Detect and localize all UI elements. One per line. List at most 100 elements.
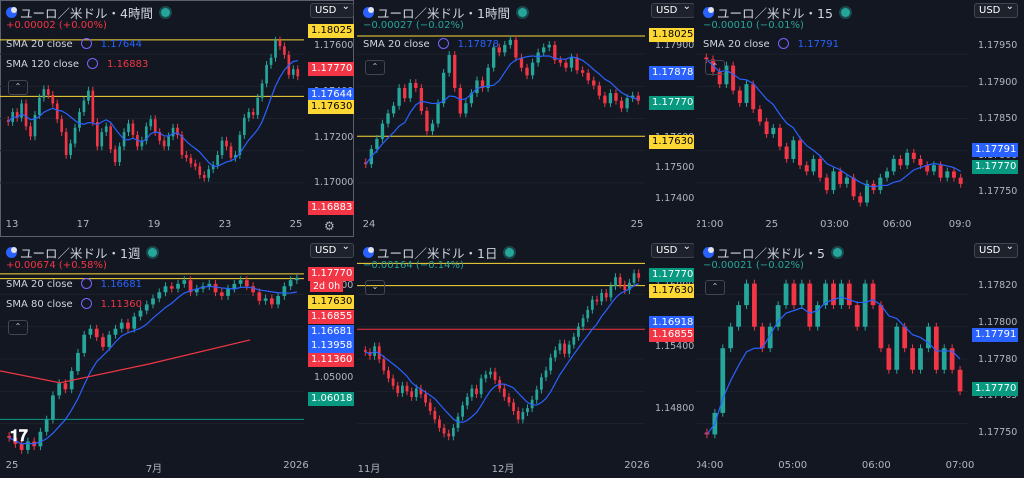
candle <box>132 316 137 329</box>
indicator-settings-icon[interactable] <box>80 38 92 49</box>
chart-header[interactable]: ユーロ／米ドル・4時間 <box>6 3 170 22</box>
chart-header[interactable]: ユーロ／米ドル・1週 <box>6 243 158 262</box>
candle <box>162 140 166 147</box>
indicator-settings-icon[interactable] <box>87 58 99 69</box>
price-chart[interactable] <box>0 0 354 237</box>
candle <box>491 47 496 68</box>
symbol-flag-icon <box>703 247 714 258</box>
candle <box>20 103 23 118</box>
collapse-legend-button[interactable]: ⌃ <box>705 280 725 295</box>
candle <box>189 157 193 164</box>
chart-panel: ユーロ／米ドル・1週 +0.00674 (+0.58%) SMA 20 close 1… <box>0 240 354 478</box>
price-change: −0.00021 (−0.02%) <box>703 260 804 271</box>
indicator-legend[interactable]: SMA 20 close 1.16681 <box>6 278 142 290</box>
chart-header[interactable]: ユーロ／米ドル・1時間 <box>363 3 527 22</box>
collapse-legend-button[interactable]: ⌃ <box>8 320 28 335</box>
candle <box>91 90 95 123</box>
candle <box>804 165 809 172</box>
candle <box>107 334 112 347</box>
collapse-legend-button[interactable]: ⌄ <box>365 280 385 295</box>
candle <box>925 165 930 172</box>
candle <box>405 385 409 392</box>
indicator-legend[interactable]: SMA 120 close 1.16883 <box>6 58 148 70</box>
candle <box>878 177 883 191</box>
market-status-icon <box>517 8 527 17</box>
candle <box>470 388 474 397</box>
candle <box>461 405 465 417</box>
x-axis-tick: 07:00 <box>945 460 975 471</box>
candle <box>577 326 580 337</box>
candle <box>257 292 262 301</box>
candle <box>469 93 474 104</box>
price-chart[interactable] <box>697 0 1024 237</box>
candle <box>400 385 404 394</box>
price-label: 1.17770 <box>308 62 354 76</box>
indicator-settings-icon[interactable] <box>80 278 92 289</box>
x-axis-tick: 17 <box>76 219 90 230</box>
candle <box>586 72 590 81</box>
indicator-label: SMA 120 close <box>6 59 80 70</box>
indicator-settings-icon[interactable] <box>80 298 92 309</box>
indicator-settings-icon[interactable] <box>437 38 449 49</box>
currency-select[interactable]: USD <box>310 241 354 258</box>
candle <box>391 105 396 114</box>
candle <box>767 326 773 349</box>
indicator-legend[interactable]: SMA 20 close 1.17878 <box>363 38 499 50</box>
price-chart[interactable] <box>0 240 354 478</box>
candle <box>176 283 180 289</box>
price-label: 1.16918 <box>649 316 694 330</box>
currency-select[interactable]: USD <box>310 1 354 18</box>
chart-title: ユーロ／米ドル・1週 <box>20 246 141 261</box>
chart-header[interactable]: ユーロ／米ドル・15 <box>703 3 850 22</box>
collapse-legend-button[interactable]: ⌃ <box>8 80 28 95</box>
candle <box>854 305 860 327</box>
indicator-label: SMA 20 close <box>363 39 430 50</box>
chart-header[interactable]: ユーロ／米ドル・5 <box>703 243 842 262</box>
candle <box>614 277 617 287</box>
currency-select[interactable]: USD <box>974 241 1018 258</box>
price-chart[interactable] <box>357 240 694 478</box>
candle <box>225 140 228 147</box>
price-chart[interactable] <box>357 0 694 237</box>
currency-select[interactable]: USD <box>974 1 1018 18</box>
chart-header[interactable]: ユーロ／米ドル・1日 <box>363 243 515 262</box>
candle <box>182 280 187 284</box>
candle <box>73 127 77 144</box>
candle <box>242 117 246 135</box>
candle <box>704 57 709 60</box>
tradingview-logo-icon: 𝟏𝟕 <box>10 426 28 445</box>
price-chart[interactable] <box>697 240 1024 478</box>
indicator-legend[interactable]: SMA 20 close 1.17644 <box>6 38 142 50</box>
candle <box>149 119 153 127</box>
price-label: 1.11360 <box>308 353 354 367</box>
candle <box>238 134 242 155</box>
candle <box>519 57 524 68</box>
candle <box>744 283 749 306</box>
currency-select[interactable]: USD <box>651 1 694 18</box>
candle <box>844 177 849 184</box>
candle <box>283 46 286 55</box>
settings-gear-icon[interactable]: ⚙ <box>324 219 335 233</box>
candle <box>752 283 757 327</box>
indicator-value: 1.16681 <box>100 279 143 290</box>
price-label: 1.18025 <box>308 24 354 38</box>
candle <box>609 286 613 298</box>
candle <box>536 52 540 63</box>
x-axis-tick: 25 <box>289 219 303 230</box>
candle <box>475 388 478 395</box>
collapse-legend-button[interactable]: ⌃ <box>705 60 725 75</box>
currency-select[interactable]: USD <box>651 241 694 258</box>
candle <box>475 80 479 94</box>
indicator-legend[interactable]: SMA 20 close 1.17791 <box>703 38 839 50</box>
indicator-legend[interactable]: SMA 80 close 1.11360 <box>6 298 142 310</box>
collapse-legend-button[interactable]: ⌃ <box>365 60 385 75</box>
candle <box>791 140 796 159</box>
candle <box>902 326 908 349</box>
candle <box>630 95 635 99</box>
candle <box>82 334 87 353</box>
candle <box>717 71 722 85</box>
y-axis-tick: 1.17750 <box>978 427 1018 439</box>
y-axis-tick: 1.17800 <box>978 316 1018 328</box>
candle <box>278 40 282 47</box>
indicator-settings-icon[interactable] <box>777 38 789 49</box>
